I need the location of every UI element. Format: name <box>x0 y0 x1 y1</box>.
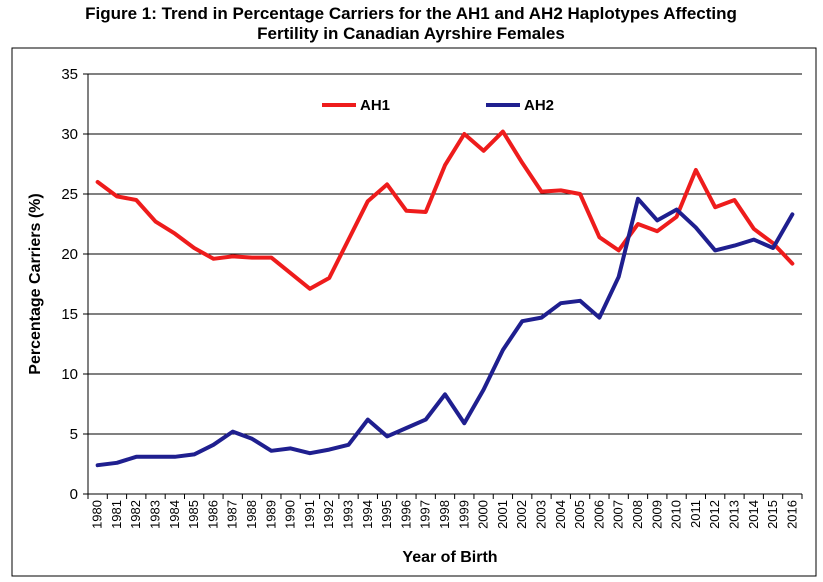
y-axis-title: Percentage Carriers (%) <box>27 193 44 374</box>
x-tick-label: 1997 <box>418 500 433 529</box>
x-tick-label: 1986 <box>205 500 220 529</box>
chart-title-line-2: Fertility in Canadian Ayrshire Females <box>257 24 565 43</box>
x-tick-label: 1999 <box>456 500 471 529</box>
axes <box>83 73 803 499</box>
x-tick-label: 2008 <box>630 500 645 529</box>
x-tick-label: 1994 <box>360 500 375 529</box>
x-tick-label: 2011 <box>688 500 703 528</box>
x-tick-label: 1982 <box>128 500 143 529</box>
y-tick-label: 15 <box>61 306 78 323</box>
x-tick-label: 2001 <box>495 500 510 529</box>
x-tick-label: 1990 <box>283 500 298 529</box>
x-tick-label: 1989 <box>263 500 278 529</box>
x-tick-label: 2014 <box>746 500 761 529</box>
x-tick-label: 2010 <box>669 500 684 529</box>
y-tick-label: 30 <box>61 126 78 143</box>
x-tick-label: 1988 <box>244 500 259 529</box>
y-tick-label: 10 <box>61 366 78 383</box>
x-tick-label: 1980 <box>90 500 105 529</box>
legend-label-ah1: AH1 <box>360 97 390 114</box>
x-tick-label: 1984 <box>167 500 182 529</box>
legend: AH1 AH2 <box>322 97 554 114</box>
y-tick-label: 5 <box>70 426 78 443</box>
x-tick-label: 1981 <box>109 500 124 529</box>
x-tick-label: 2015 <box>765 500 780 529</box>
x-tick-label: 2003 <box>533 500 548 529</box>
series-lines <box>95 129 795 468</box>
x-tick-label: 1983 <box>148 500 163 529</box>
x-tick-label: 2004 <box>553 500 568 529</box>
x-tick-label: 1985 <box>186 500 201 529</box>
x-axis-title: Year of Birth <box>402 549 497 566</box>
series-line-ah2 <box>95 196 795 468</box>
x-tick-labels: 1980 1981 1982 1983 1984 1985 1986 1987 1988 1989… <box>90 500 800 529</box>
y-tick-label: 35 <box>61 66 78 83</box>
x-tick-label: 2013 <box>726 500 741 529</box>
x-tick-label: 1991 <box>302 500 317 529</box>
x-tick-label: 1996 <box>398 500 413 529</box>
x-tick-label: 1987 <box>225 500 240 529</box>
y-tick-label: 20 <box>61 246 78 263</box>
x-tick-label: 1995 <box>379 500 394 529</box>
series-line-ah1 <box>95 129 795 291</box>
x-tick-label: 2002 <box>514 500 529 529</box>
legend-label-ah2: AH2 <box>524 97 554 114</box>
x-tick-label: 2007 <box>611 500 626 529</box>
x-tick-label: 2009 <box>649 500 664 529</box>
y-tick-label: 25 <box>61 186 78 203</box>
y-tick-labels: 0 5 10 15 20 25 30 35 <box>61 66 78 503</box>
x-tick-label: 2016 <box>784 500 799 529</box>
y-tick-label: 0 <box>70 486 78 503</box>
x-tick-label: 2005 <box>572 500 587 529</box>
chart-title-line-1: Figure 1: Trend in Percentage Carriers f… <box>85 4 737 23</box>
x-tick-label: 2012 <box>707 500 722 529</box>
x-tick-label: 1992 <box>321 500 336 529</box>
chart-area-border <box>11 47 817 577</box>
x-tick-label: 2006 <box>591 500 606 529</box>
x-tick-label: 1993 <box>341 500 356 529</box>
x-tick-label: 2000 <box>476 500 491 529</box>
x-tick-label: 1998 <box>437 500 452 529</box>
